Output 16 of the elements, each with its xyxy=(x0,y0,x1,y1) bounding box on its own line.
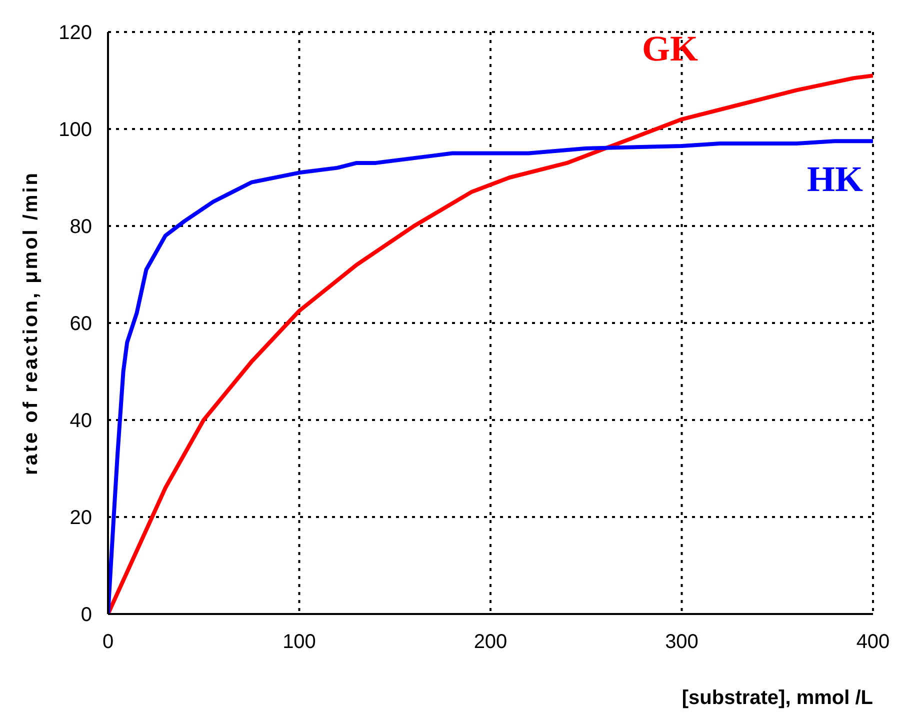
y-tick-label: 120 xyxy=(58,22,92,44)
x-tick-label: 100 xyxy=(282,631,316,654)
y-tick-label: 60 xyxy=(70,313,92,336)
x-tick-label: 200 xyxy=(474,631,508,654)
y-tick-label: 100 xyxy=(58,119,92,142)
y-axis-title: rate of reaction, μmol /min xyxy=(20,170,42,476)
series-label: HK xyxy=(806,159,863,200)
x-axis-title: [substrate], mmol /L xyxy=(682,687,873,709)
x-tick-label: 300 xyxy=(665,631,698,654)
y-tick-label: 20 xyxy=(70,507,92,530)
y-tick-label: 0 xyxy=(80,604,92,626)
x-tick-label: 0 xyxy=(102,631,114,654)
x-tick-label: 400 xyxy=(856,631,890,654)
series-label: GK xyxy=(642,28,698,69)
y-tick-label: 40 xyxy=(70,410,92,432)
y-tick-label: 80 xyxy=(70,216,92,238)
